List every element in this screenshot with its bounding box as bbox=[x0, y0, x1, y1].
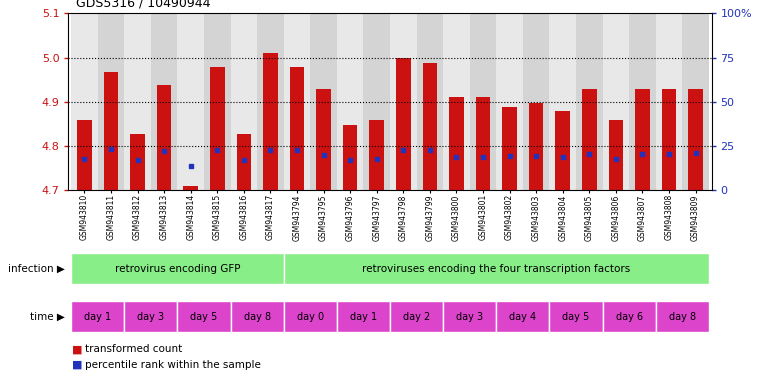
Bar bbox=[603, 13, 629, 190]
Text: day 3: day 3 bbox=[456, 312, 483, 322]
Bar bbox=[662, 89, 677, 190]
Bar bbox=[470, 13, 496, 190]
Bar bbox=[204, 13, 231, 190]
Bar bbox=[337, 301, 390, 332]
Bar bbox=[71, 253, 284, 284]
Text: day 8: day 8 bbox=[244, 312, 271, 322]
Text: day 3: day 3 bbox=[137, 312, 164, 322]
Bar bbox=[422, 63, 437, 190]
Bar bbox=[364, 13, 390, 190]
Bar bbox=[683, 13, 709, 190]
Text: day 4: day 4 bbox=[509, 312, 537, 322]
Bar bbox=[635, 89, 650, 190]
Bar bbox=[576, 13, 603, 190]
Text: day 6: day 6 bbox=[616, 312, 643, 322]
Text: ■: ■ bbox=[72, 360, 83, 370]
Bar bbox=[71, 13, 97, 190]
Bar bbox=[210, 67, 224, 190]
Text: day 1: day 1 bbox=[84, 312, 111, 322]
Bar bbox=[177, 301, 231, 332]
Bar bbox=[290, 67, 304, 190]
Text: day 8: day 8 bbox=[669, 312, 696, 322]
Bar bbox=[609, 120, 623, 190]
Bar bbox=[183, 186, 198, 190]
Text: day 5: day 5 bbox=[190, 312, 218, 322]
Bar bbox=[396, 58, 411, 190]
Bar bbox=[337, 13, 364, 190]
Bar bbox=[556, 111, 570, 190]
Bar bbox=[523, 13, 549, 190]
Bar bbox=[529, 103, 543, 190]
Bar bbox=[231, 301, 284, 332]
Bar bbox=[443, 301, 496, 332]
Bar bbox=[502, 107, 517, 190]
Bar bbox=[390, 301, 443, 332]
Bar bbox=[310, 13, 337, 190]
Bar bbox=[157, 85, 171, 190]
Bar bbox=[177, 13, 204, 190]
Bar bbox=[443, 13, 470, 190]
Bar bbox=[130, 134, 145, 190]
Bar bbox=[549, 301, 603, 332]
Bar bbox=[476, 98, 490, 190]
Bar bbox=[449, 98, 463, 190]
Bar bbox=[263, 53, 278, 190]
Bar bbox=[390, 13, 416, 190]
Bar bbox=[284, 301, 337, 332]
Text: retroviruses encoding the four transcription factors: retroviruses encoding the four transcrip… bbox=[362, 264, 630, 274]
Text: ■: ■ bbox=[72, 344, 83, 354]
Bar bbox=[284, 13, 310, 190]
Text: infection ▶: infection ▶ bbox=[8, 264, 65, 274]
Bar bbox=[343, 125, 358, 190]
Bar bbox=[629, 13, 656, 190]
Bar bbox=[317, 89, 331, 190]
Text: day 1: day 1 bbox=[350, 312, 377, 322]
Bar bbox=[284, 253, 709, 284]
Text: time ▶: time ▶ bbox=[30, 312, 65, 322]
Bar bbox=[369, 120, 384, 190]
Bar bbox=[103, 72, 118, 190]
Bar bbox=[549, 13, 576, 190]
Text: retrovirus encoding GFP: retrovirus encoding GFP bbox=[115, 264, 240, 274]
Text: day 5: day 5 bbox=[562, 312, 590, 322]
Bar bbox=[603, 301, 656, 332]
Text: transformed count: transformed count bbox=[85, 344, 183, 354]
Bar bbox=[582, 89, 597, 190]
Bar bbox=[231, 13, 257, 190]
Bar bbox=[97, 13, 124, 190]
Bar bbox=[416, 13, 443, 190]
Bar bbox=[656, 301, 709, 332]
Text: percentile rank within the sample: percentile rank within the sample bbox=[85, 360, 261, 370]
Bar bbox=[151, 13, 177, 190]
Bar bbox=[496, 301, 549, 332]
Bar bbox=[688, 89, 703, 190]
Bar bbox=[257, 13, 284, 190]
Bar bbox=[77, 120, 92, 190]
Text: day 2: day 2 bbox=[403, 312, 430, 322]
Bar bbox=[71, 301, 124, 332]
Bar bbox=[496, 13, 523, 190]
Bar bbox=[124, 13, 151, 190]
Bar bbox=[656, 13, 683, 190]
Bar bbox=[124, 301, 177, 332]
Text: day 0: day 0 bbox=[297, 312, 324, 322]
Bar bbox=[237, 134, 251, 190]
Text: GDS5316 / 10490944: GDS5316 / 10490944 bbox=[76, 0, 211, 10]
